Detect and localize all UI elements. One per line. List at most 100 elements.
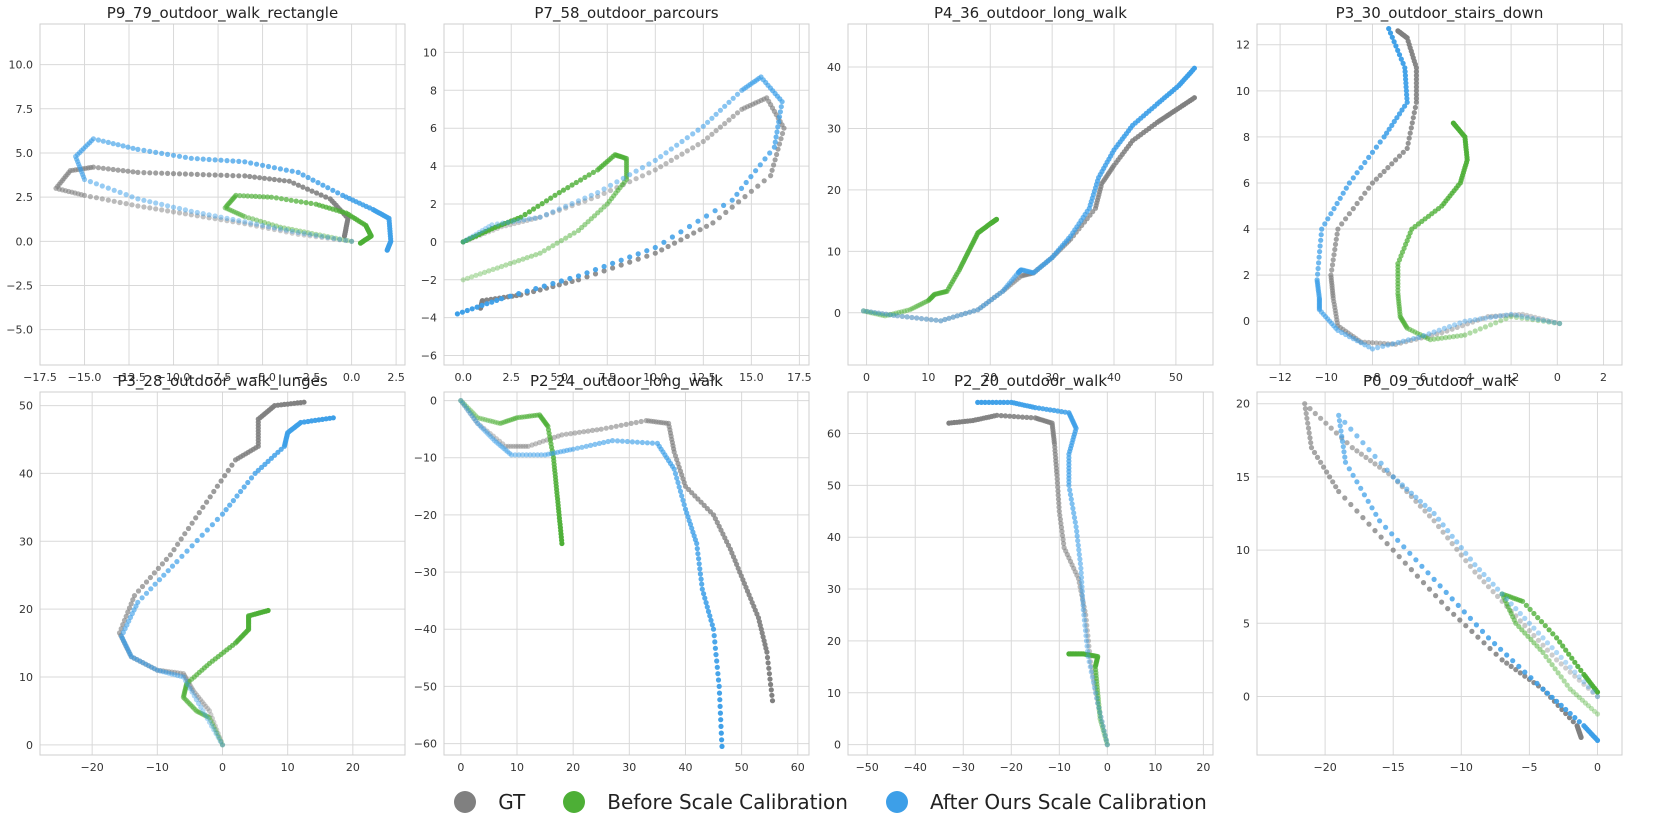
data-point [671, 466, 677, 472]
data-point [556, 206, 562, 212]
data-point [1342, 459, 1349, 465]
data-point [212, 727, 218, 733]
data-point [489, 299, 495, 305]
data-point [1530, 315, 1536, 321]
data-point [1076, 547, 1082, 553]
plot-frame [847, 23, 1214, 366]
data-point [209, 721, 215, 727]
data-point [950, 314, 956, 320]
data-point [242, 159, 248, 165]
x-tick-label: −50 [856, 761, 879, 774]
data-point [588, 196, 594, 202]
x-tick-label: 0 [457, 761, 464, 774]
data-point [1303, 410, 1309, 417]
data-point [271, 165, 277, 171]
data-point [601, 190, 607, 196]
series-after-ours-scale-calibration [860, 65, 1197, 324]
data-point [1431, 329, 1437, 335]
x-tick-label: 10.0 [643, 371, 668, 384]
data-point [1350, 336, 1356, 342]
data-point [1088, 669, 1094, 675]
data-point [90, 164, 96, 170]
x-tick-label: −12.5 [112, 371, 146, 384]
data-point [1413, 80, 1419, 86]
data-point [199, 532, 205, 538]
data-point [200, 504, 206, 510]
data-point [200, 214, 206, 220]
data-point [196, 694, 202, 700]
data-point [153, 206, 159, 212]
data-point [237, 193, 243, 199]
data-point [658, 164, 664, 170]
data-point [764, 654, 771, 661]
data-point [1101, 730, 1107, 736]
data-point [1348, 501, 1354, 508]
data-point [1358, 195, 1364, 201]
data-point [543, 212, 550, 218]
data-point [143, 590, 150, 596]
data-point [679, 151, 685, 157]
data-point [639, 165, 646, 171]
data-point [462, 401, 468, 407]
data-point [508, 452, 514, 458]
data-point [484, 301, 490, 307]
data-point [125, 144, 131, 150]
data-point [872, 310, 878, 316]
data-point [1097, 709, 1103, 716]
data-point [578, 177, 584, 183]
data-point [1543, 654, 1549, 660]
data-point [180, 674, 186, 680]
data-point [1336, 412, 1342, 418]
data-point [533, 286, 539, 292]
data-point [283, 227, 289, 233]
data-point [980, 303, 987, 309]
data-point [1318, 415, 1324, 421]
data-point [1095, 700, 1101, 706]
data-point [1099, 721, 1105, 728]
data-point [1563, 659, 1569, 665]
data-point [170, 152, 177, 158]
data-point [1408, 490, 1414, 496]
data-point [515, 443, 521, 449]
data-point [1097, 716, 1103, 722]
plot-area [444, 24, 809, 365]
data-point [569, 203, 575, 209]
data-point [904, 307, 910, 313]
data-point [697, 227, 703, 233]
data-point [1404, 145, 1410, 151]
data-point [510, 218, 516, 224]
data-point [1079, 579, 1085, 585]
data-point [1495, 593, 1501, 600]
data-point [1100, 723, 1106, 729]
data-point [1576, 694, 1582, 701]
data-point [663, 150, 669, 156]
data-point [1551, 319, 1557, 326]
data-point [275, 449, 281, 455]
data-point [141, 197, 147, 203]
data-point [986, 399, 992, 405]
data-point [719, 743, 725, 750]
legend-item-before: Before Scale Calibration [563, 790, 848, 814]
data-point [1454, 539, 1460, 545]
data-point [1544, 640, 1551, 646]
data-point [710, 220, 716, 226]
data-point [475, 420, 481, 426]
data-point [204, 499, 210, 505]
data-point [281, 178, 287, 184]
data-point [1567, 710, 1573, 717]
data-point [909, 314, 915, 321]
data-point [1381, 168, 1387, 175]
data-point [633, 168, 639, 174]
data-point [890, 311, 897, 317]
data-point [1391, 118, 1397, 125]
data-point [212, 213, 218, 219]
data-point [872, 310, 878, 316]
x-tick-label: 0.0 [454, 371, 472, 384]
data-point [1500, 313, 1506, 319]
data-point [105, 139, 111, 145]
data-point [176, 153, 183, 159]
data-point [1344, 440, 1350, 446]
data-point [196, 700, 202, 707]
data-point [1358, 165, 1364, 171]
data-point [139, 595, 145, 601]
